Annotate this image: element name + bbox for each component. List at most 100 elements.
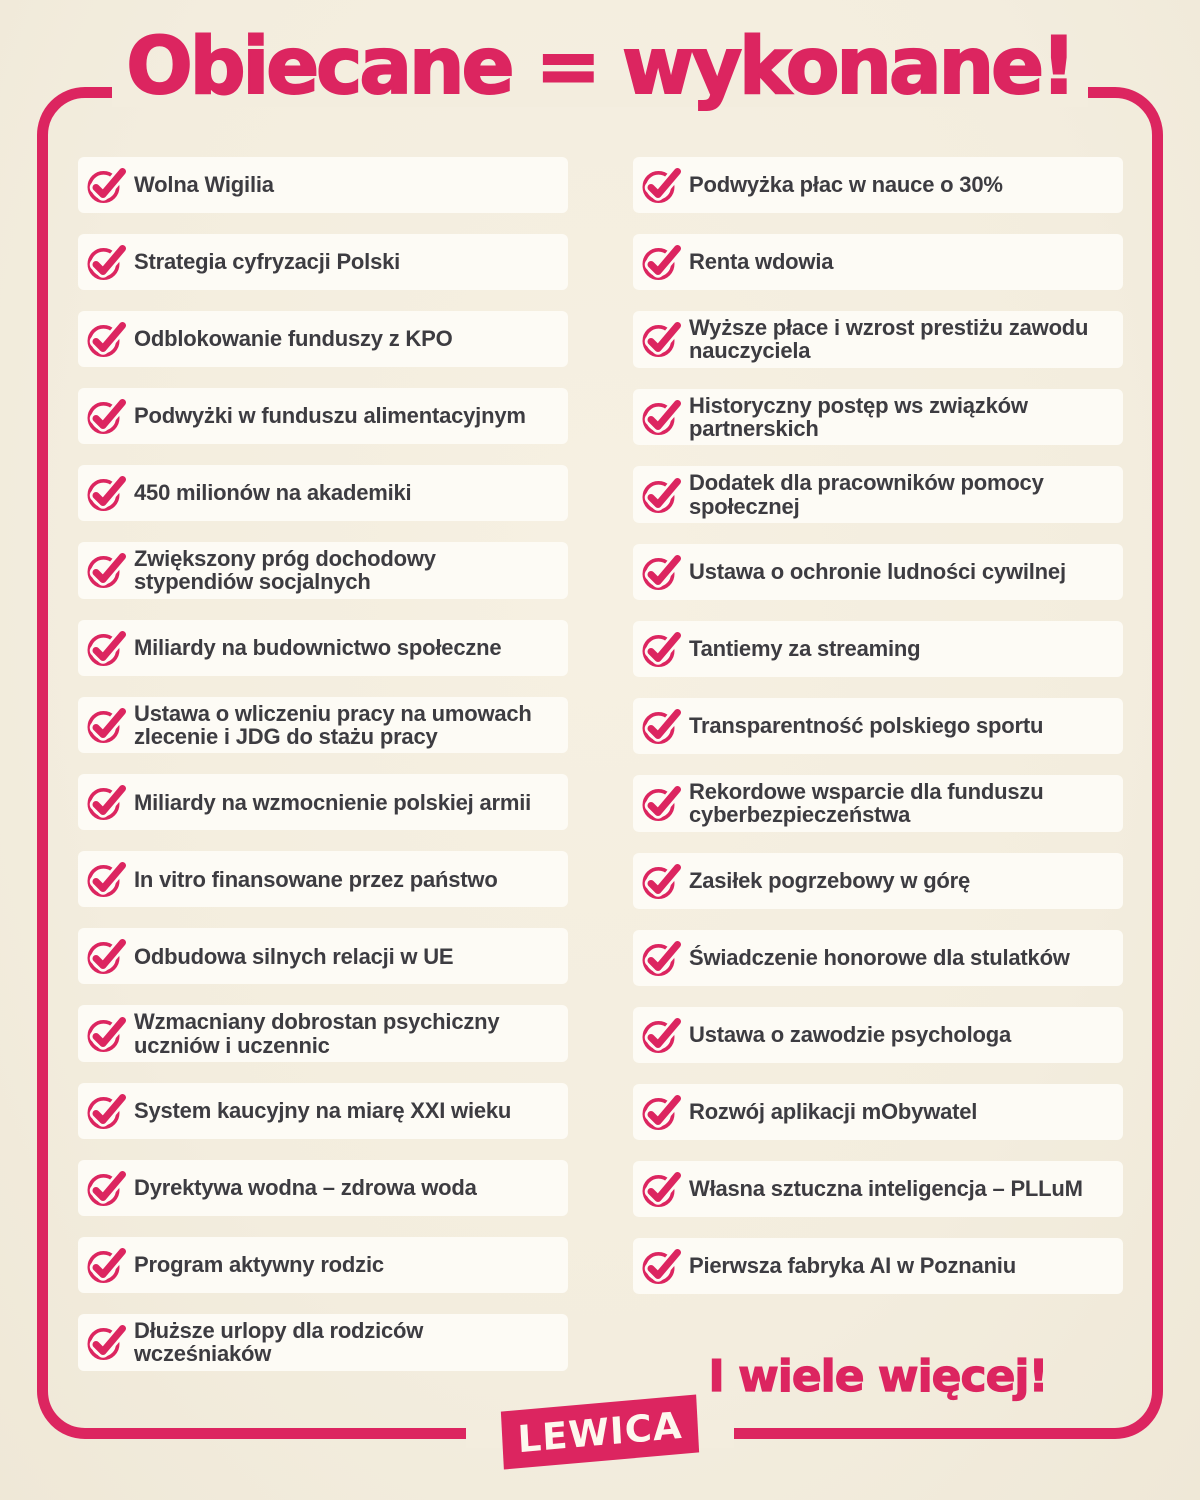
list-item: Ustawa o ochronie ludności cywilnej: [633, 543, 1123, 600]
check-circle-icon: [87, 550, 126, 589]
check-circle-icon: [642, 165, 681, 203]
check-circle-icon: [642, 1245, 681, 1284]
check-circle-icon: [642, 474, 681, 513]
list-item-label: Podwyżki w funduszu alimentacyjnym: [134, 403, 526, 429]
list-item: Dyrektywa wodna – zdrowa woda: [78, 1159, 568, 1216]
list-item-label: Podwyżka płac w nauce o 30%: [689, 172, 1003, 198]
list-item-label: Program aktywny rodzic: [134, 1252, 384, 1278]
list-item-label: Renta wdowia: [689, 249, 834, 275]
list-item-label: Zasiłek pogrzebowy w górę: [689, 867, 971, 893]
list-item-label: Dłuższe urlopy dla rodziców wcześniaków: [134, 1317, 424, 1367]
list-item: Odbudowa silnych relacji w UE: [78, 928, 568, 985]
check-circle-icon: [87, 1245, 126, 1283]
list-item: Własna sztuczna inteligencja – PLLuM: [633, 1160, 1123, 1217]
list-item: Świadczenie honorowe dla stulatków: [633, 929, 1123, 986]
list-item: Ustawa o wliczeniu pracy na umowach zlec…: [78, 696, 568, 754]
list-item: System kaucyjny na miarę XXI wieku: [78, 1082, 568, 1139]
check-circle-icon: [642, 319, 681, 358]
check-circle-icon: [87, 859, 126, 898]
list-item-label: Transparentność polskiego sportu: [689, 713, 1044, 739]
frame-mask-top: [112, 80, 1088, 107]
list-item-label: Dodatek dla pracowników pomocy społeczne…: [689, 470, 1044, 519]
checklist-column-left: Wolna Wigilia Strategia cyfryzacji Polsk…: [78, 157, 568, 1402]
list-item: Dłuższe urlopy dla rodziców wcześniaków: [78, 1313, 568, 1371]
check-circle-icon: [87, 1168, 126, 1206]
list-item-label: Rekordowe wsparcie dla funduszu cyberbez…: [689, 778, 1044, 828]
list-item-label: Dyrektywa wodna – zdrowa woda: [134, 1175, 477, 1201]
list-item-label: Własna sztuczna inteligencja – PLLuM: [689, 1175, 1083, 1201]
check-circle-icon: [642, 1091, 681, 1130]
list-item-label: In vitro finansowane przez państwo: [134, 866, 498, 892]
list-item-label: Historyczny postęp ws związków partnersk…: [689, 392, 1028, 441]
list-item-label: Ustawa o ochronie ludności cywilnej: [689, 559, 1066, 585]
check-circle-icon: [642, 552, 681, 590]
list-item: Rekordowe wsparcie dla funduszu cyberbez…: [633, 774, 1123, 832]
check-circle-icon: [87, 936, 126, 975]
checklist-column-right: Podwyżka płac w nauce o 30% Renta wdowia…: [633, 157, 1123, 1402]
check-circle-icon: [87, 1091, 126, 1129]
list-item: In vitro finansowane przez państwo: [78, 851, 568, 908]
list-item-label: Świadczenie honorowe dla stulatków: [689, 944, 1070, 970]
check-circle-icon: [87, 165, 126, 203]
check-circle-icon: [87, 1013, 126, 1052]
checklist-columns: Wolna Wigilia Strategia cyfryzacji Polsk…: [78, 157, 1123, 1402]
list-item: Podwyżki w funduszu alimentacyjnym: [78, 388, 568, 444]
list-item-label: Wolna Wigilia: [134, 172, 274, 198]
list-item: Podwyżka płac w nauce o 30%: [633, 157, 1123, 213]
list-item: Historyczny postęp ws związków partnersk…: [633, 388, 1123, 446]
list-item-label: 450 milionów na akademiki: [134, 480, 412, 506]
check-circle-icon: [87, 473, 126, 511]
list-item-label: Ustawa o zawodzie psychologa: [689, 1021, 1012, 1047]
page-title: Obiecane = wykonane!: [125, 22, 1077, 112]
list-item: Zasiłek pogrzebowy w górę: [633, 852, 1123, 909]
list-item-label: Strategia cyfryzacji Polski: [134, 249, 401, 275]
list-item: Odblokowanie funduszy z KPO: [78, 311, 568, 367]
check-circle-icon: [87, 319, 126, 357]
list-item: Ustawa o zawodzie psychologa: [633, 1006, 1123, 1063]
list-item: Rozwój aplikacji mObywatel: [633, 1083, 1123, 1140]
list-item: Program aktywny rodzic: [78, 1236, 568, 1293]
list-item-label: System kaucyjny na miarę XXI wieku: [134, 1098, 512, 1124]
check-circle-icon: [642, 937, 681, 976]
list-item-label: Wzmacniany dobrostan psychiczny uczniów …: [134, 1009, 500, 1058]
list-item-label: Zwiększony próg dochodowy stypendiów soc…: [134, 546, 436, 595]
lewica-logo-text: LEWICA: [516, 1403, 684, 1461]
list-item: 450 milionów na akademiki: [78, 465, 568, 521]
list-item: Wyższe płace i wzrost prestiżu zawodu na…: [633, 311, 1123, 368]
list-item: Renta wdowia: [633, 234, 1123, 290]
list-item: Dodatek dla pracowników pomocy społeczne…: [633, 466, 1123, 523]
list-item-label: Miliardy na budownictwo społeczne: [134, 634, 502, 660]
list-item-label: Odbudowa silnych relacji w UE: [134, 943, 454, 969]
check-circle-icon: [642, 706, 681, 744]
list-item: Pierwsza fabryka AI w Poznaniu: [633, 1237, 1123, 1294]
check-circle-icon: [87, 782, 126, 821]
list-item: Transparentność polskiego sportu: [633, 697, 1123, 754]
list-item: Strategia cyfryzacji Polski: [78, 234, 568, 290]
list-item-label: Tantiemy za streaming: [689, 636, 921, 662]
check-circle-icon: [642, 242, 681, 280]
list-item: Miliardy na wzmocnienie polskiej armii: [78, 774, 568, 831]
check-circle-icon: [642, 629, 681, 667]
check-circle-icon: [642, 397, 681, 435]
more-text: I wiele więcej!: [708, 1350, 1049, 1402]
list-item-label: Pierwsza fabryka AI w Poznaniu: [689, 1252, 1016, 1278]
list-item-label: Wyższe płace i wzrost prestiżu zawodu na…: [689, 315, 1089, 364]
check-circle-icon: [87, 396, 126, 434]
check-circle-icon: [87, 242, 126, 280]
list-item: Zwiększony próg dochodowy stypendiów soc…: [78, 542, 568, 599]
check-circle-icon: [87, 705, 126, 743]
list-item: Wolna Wigilia: [78, 157, 568, 213]
check-circle-icon: [642, 783, 681, 822]
check-circle-icon: [642, 860, 681, 899]
check-circle-icon: [642, 1014, 681, 1053]
list-item-label: Rozwój aplikacji mObywatel: [689, 1098, 978, 1124]
list-item: Wzmacniany dobrostan psychiczny uczniów …: [78, 1005, 568, 1062]
list-item: Miliardy na budownictwo społeczne: [78, 619, 568, 676]
list-item-label: Ustawa o wliczeniu pracy na umowach zlec…: [134, 700, 532, 749]
check-circle-icon: [87, 1322, 126, 1361]
list-item-label: Miliardy na wzmocnienie polskiej armii: [134, 789, 532, 815]
check-circle-icon: [642, 1168, 681, 1207]
check-circle-icon: [87, 627, 126, 666]
list-item-label: Odblokowanie funduszy z KPO: [134, 326, 453, 352]
